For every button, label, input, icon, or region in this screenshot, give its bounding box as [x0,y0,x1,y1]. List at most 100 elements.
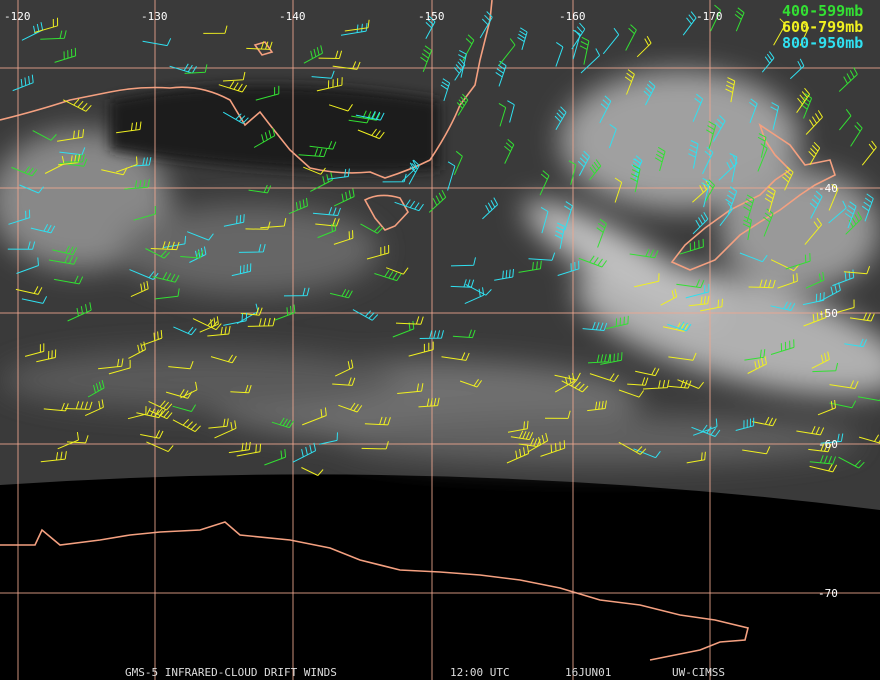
wind-barb [494,268,514,281]
wind-barb [165,389,193,399]
wind-barb [64,401,93,410]
wind-barb [21,22,44,41]
wind-barb [761,51,775,73]
wind-barb [850,121,863,147]
date-label: 16JUN01 [565,666,611,679]
wind-barb [618,441,647,455]
wind-barb [21,296,48,304]
wind-barb [36,349,57,363]
wind-barb [782,166,794,191]
wind-barb [828,200,847,224]
wind-barb [408,341,434,357]
wind-barb [255,85,280,101]
coastline [253,41,274,56]
wind-barb [214,420,237,439]
wind-barb [44,155,65,174]
wind-barb [288,197,308,215]
wind-barb [817,399,836,416]
wind-barb [310,172,333,192]
wind-barb [333,230,354,245]
longitude-label: -170 [696,10,723,23]
wind-barb [582,321,608,331]
wind-barb [578,255,608,268]
wind-barb [57,154,80,166]
wind-barb [408,159,420,185]
wind-barb [634,273,660,288]
wind-barb [98,358,124,370]
wind-barb [845,201,857,229]
wind-barb [155,288,180,300]
wind-barb [15,286,43,295]
wind-barb [587,400,607,412]
wind-barb [332,377,356,386]
wind-barb [820,433,844,444]
wind-barb [857,396,880,402]
wind-barb [172,419,201,433]
wind-barb [796,87,811,113]
wind-barb [702,146,714,175]
wind-barb [54,275,84,285]
wind-barb [718,155,738,181]
wind-barb [418,397,440,408]
coastlines [0,0,836,661]
wind-barb [63,154,85,163]
wind-barbs [7,4,880,476]
wind-barb [136,407,164,419]
wind-barb [805,272,825,289]
wind-barb [735,417,755,431]
wind-barb [777,273,798,289]
wind-barb [264,449,287,466]
wind-barb [207,326,231,337]
wind-barb [734,7,745,32]
wind-barb [199,316,219,333]
wind-barb [340,23,368,36]
wind-barb [685,283,710,299]
wind-barb [808,443,832,453]
wind-barb [688,295,710,307]
wind-barb [861,193,874,222]
wind-barb [773,18,786,46]
wind-barb [564,201,573,231]
wind-barb [719,202,734,227]
wind-barb [636,35,652,58]
latitude-label: -70 [818,587,838,600]
wind-barb [571,22,586,50]
wind-barb [145,248,170,259]
wind-barb [700,298,723,312]
wind-barb [763,208,774,237]
wind-barb [328,104,353,112]
wind-barb [544,410,571,419]
wind-barb [498,102,507,127]
wind-barb [679,238,704,255]
wind-barb [40,451,67,463]
wind-barb [701,177,711,208]
wind-barb [643,80,656,106]
wind-barb [660,288,678,306]
wind-barb [395,316,424,325]
wind-barb [838,456,865,469]
wind-barb [555,41,564,67]
wind-barb [236,443,262,457]
wind-barb [589,373,619,383]
longitude-label: -140 [279,10,306,23]
wind-barb [829,400,857,409]
wind-barb [829,380,859,389]
wind-barb [785,253,811,270]
wind-barb [57,129,85,142]
wind-barb [129,269,159,280]
wind-barb [705,179,716,202]
wind-barb [682,11,697,36]
wind-barb [303,166,326,175]
wind-barb [394,199,424,212]
wind-barb [374,269,402,282]
wind-barb [315,218,340,227]
wind-barb [836,299,855,313]
wind-barb [351,110,381,121]
wind-barb [749,98,758,123]
wind-barb [802,292,825,306]
wind-barb [692,211,709,235]
source-label: UW-CIMSS [672,666,725,679]
wind-barb [668,379,692,389]
wind-barb [218,81,248,93]
